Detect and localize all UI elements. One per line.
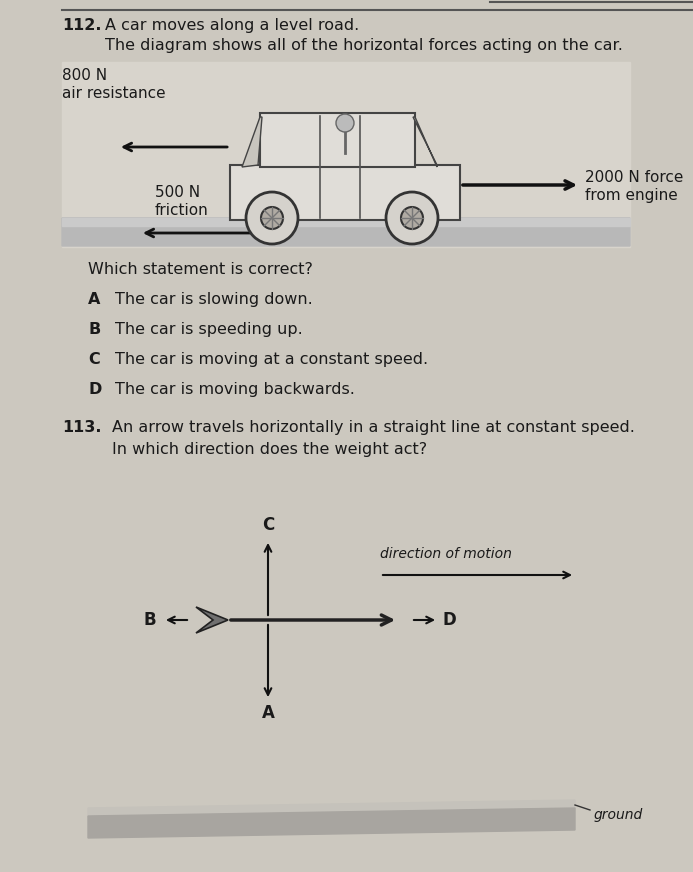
Text: ground: ground	[594, 808, 643, 822]
Text: C: C	[88, 352, 100, 367]
Circle shape	[246, 192, 298, 244]
Bar	[62, 62, 630, 247]
Text: D: D	[443, 611, 457, 629]
Text: 800 N: 800 N	[62, 68, 107, 83]
Text: The car is slowing down.: The car is slowing down.	[115, 292, 313, 307]
Text: B: B	[88, 322, 100, 337]
Text: In which direction does the weight act?: In which direction does the weight act?	[112, 442, 427, 457]
Text: The car is moving at a constant speed.: The car is moving at a constant speed.	[115, 352, 428, 367]
Circle shape	[261, 207, 283, 229]
Text: A: A	[261, 704, 274, 722]
Text: An arrow travels horizontally in a straight line at constant speed.: An arrow travels horizontally in a strai…	[112, 420, 635, 435]
Text: D: D	[88, 382, 101, 397]
Bar	[62, 218, 630, 226]
Text: 113.: 113.	[62, 420, 101, 435]
Text: B: B	[143, 611, 156, 629]
Text: The car is moving backwards.: The car is moving backwards.	[115, 382, 355, 397]
Text: friction: friction	[155, 203, 209, 218]
Text: The car is speeding up.: The car is speeding up.	[115, 322, 303, 337]
Text: from engine: from engine	[585, 188, 678, 203]
Circle shape	[386, 192, 438, 244]
Bar	[230, 165, 460, 220]
FancyBboxPatch shape	[62, 218, 630, 246]
Text: A car moves along a level road.: A car moves along a level road.	[105, 18, 359, 33]
Text: A: A	[88, 292, 100, 307]
Text: The diagram shows all of the horizontal forces acting on the car.: The diagram shows all of the horizontal …	[105, 38, 623, 53]
Polygon shape	[413, 117, 437, 167]
Bar	[260, 113, 415, 167]
Text: direction of motion: direction of motion	[380, 547, 512, 561]
Text: C: C	[262, 516, 274, 534]
Text: Which statement is correct?: Which statement is correct?	[88, 262, 313, 277]
Polygon shape	[242, 117, 262, 167]
Circle shape	[336, 114, 354, 132]
Text: air resistance: air resistance	[62, 86, 166, 101]
Circle shape	[401, 207, 423, 229]
Text: 2000 N force: 2000 N force	[585, 170, 683, 185]
Polygon shape	[88, 808, 575, 838]
Text: 112.: 112.	[62, 18, 101, 33]
Polygon shape	[88, 800, 575, 818]
Polygon shape	[196, 607, 228, 633]
Text: 500 N: 500 N	[155, 185, 200, 200]
